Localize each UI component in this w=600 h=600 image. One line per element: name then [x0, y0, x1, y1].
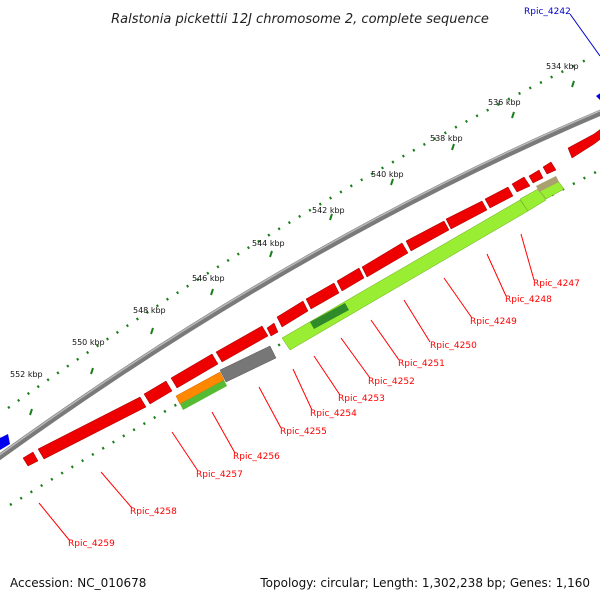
gene-label[interactable]: Rpic_4255 — [280, 427, 327, 437]
tick-label: 538 kbp — [430, 134, 463, 143]
map-title: Ralstonia pickettii 12J chromosome 2, co… — [111, 12, 489, 27]
outer-tick-ring — [7, 56, 591, 410]
gene-arrow[interactable] — [361, 242, 409, 278]
gene-label[interactable]: Rpic_4248 — [505, 295, 552, 305]
gene-arrow[interactable] — [484, 186, 514, 209]
gene-label[interactable]: Rpic_4247 — [533, 279, 580, 289]
gene-label[interactable]: Rpic_4251 — [398, 359, 445, 369]
gene-arrow[interactable] — [22, 451, 39, 467]
accession-text: Accession: NC_010678 — [10, 576, 146, 590]
partial-gene-blue-top — [596, 93, 600, 100]
gene-arrow[interactable] — [445, 200, 488, 230]
tick-labels: 534 kbp 536 kbp 538 kbp 540 kbp 542 kbp … — [10, 62, 579, 379]
gene-arrow[interactable] — [305, 282, 340, 310]
tick-label: 550 kbp — [72, 338, 105, 347]
gene-label[interactable]: Rpic_4254 — [310, 409, 357, 419]
tick-label: 536 kbp — [488, 98, 521, 107]
gene-label[interactable]: Rpic_4249 — [470, 317, 517, 327]
partial-gene-blue — [0, 434, 10, 450]
chromosome-backbone — [0, 109, 600, 461]
gene-arrow[interactable] — [567, 128, 600, 159]
gene-arrow[interactable] — [215, 325, 269, 363]
gene-label[interactable]: Rpic_4258 — [130, 507, 177, 517]
gene-arrow[interactable] — [266, 322, 279, 337]
tick-label: 552 kbp — [10, 370, 43, 379]
gene-labels: Rpic_4242 Rpic_4247 Rpic_4248 Rpic_4249 … — [68, 7, 580, 549]
blast-hit-track — [175, 176, 565, 410]
gene-label[interactable]: Rpic_4252 — [368, 377, 415, 387]
tick-label: 546 kbp — [192, 274, 225, 283]
topology-summary: Topology: circular; Length: 1,302,238 bp… — [259, 576, 590, 590]
tick-label: 534 kbp — [546, 62, 579, 71]
gene-arrow[interactable] — [528, 169, 544, 184]
gene-label[interactable]: Rpic_4259 — [68, 539, 115, 549]
gene-arrow[interactable] — [336, 267, 365, 292]
gene-label[interactable]: Rpic_4242 — [524, 7, 571, 17]
gene-arrow[interactable] — [37, 396, 147, 460]
gene-track-forward — [22, 128, 600, 467]
gene-label[interactable]: Rpic_4253 — [338, 394, 385, 404]
gene-label[interactable]: Rpic_4250 — [430, 341, 477, 351]
gene-arrow[interactable] — [405, 220, 450, 252]
gene-arrow[interactable] — [143, 380, 173, 405]
gene-label[interactable]: Rpic_4257 — [196, 470, 243, 480]
tick-label: 540 kbp — [371, 170, 404, 179]
gene-arrow[interactable] — [276, 300, 309, 328]
tick-label: 548 kbp — [133, 306, 166, 315]
major-tick-marks — [29, 80, 575, 416]
label-leader-lines — [38, 13, 600, 542]
tick-label: 542 kbp — [312, 206, 345, 215]
gene-arrow[interactable] — [542, 161, 557, 175]
gene-label[interactable]: Rpic_4256 — [233, 452, 280, 462]
gene-arrow[interactable] — [511, 176, 531, 193]
gray-hit-block — [219, 345, 277, 383]
tick-label: 544 kbp — [252, 239, 285, 248]
gene-arrow[interactable] — [170, 353, 219, 389]
